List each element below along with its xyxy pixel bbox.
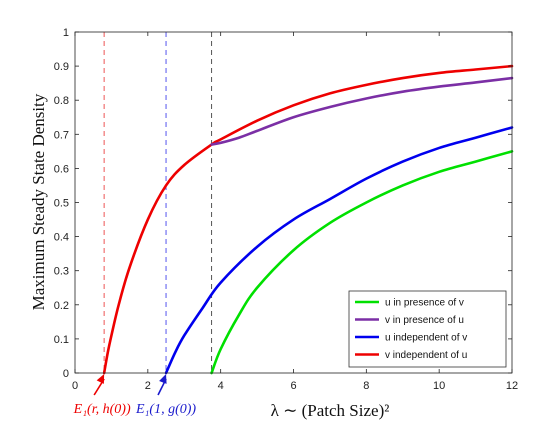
annotation-arrowhead [159, 374, 167, 384]
y-tick-label: 0.2 [54, 300, 69, 312]
y-tick-label: 0.1 [54, 334, 69, 346]
annotation-label: E₁(r, h(0)) [73, 402, 131, 417]
series-line-u-independent-of-v [164, 126, 514, 375]
legend-entry: v independent of u [385, 350, 467, 361]
y-tick-label: 0.4 [54, 232, 69, 244]
x-axis-label: λ ∼ (Patch Size)² [271, 401, 390, 420]
y-tick-label: 0.5 [54, 198, 69, 210]
x-tick-label: 6 [290, 380, 296, 392]
legend-entry: u in presence of v [385, 298, 464, 309]
y-tick-label: 1 [63, 27, 69, 39]
y-axis-label: Maximum Steady State Density [29, 93, 48, 310]
legend-entry: v in presence of u [385, 315, 464, 326]
annotations: E₁(r, h(0)) E₁(1, g(0)) [73, 374, 196, 417]
series-line-u-in-presence-of-v [210, 150, 514, 375]
legend: u in presence of v v in presence of u u in… [348, 290, 507, 368]
series-lines [102, 64, 514, 375]
y-tick-label: 0.6 [54, 163, 69, 175]
x-tick-label: 4 [218, 380, 224, 392]
y-tick-label: 0.8 [54, 95, 69, 107]
y-axis: 0 0.1 0.2 0.3 0.4 0.5 0.6 0.7 0.8 0.9 1 [54, 27, 512, 380]
reference-lines [103, 32, 213, 373]
x-tick-label: 0 [72, 380, 78, 392]
series-line-v-independent-of-u [102, 64, 514, 375]
x-axis: 0 2 4 6 8 10 12 [72, 32, 518, 392]
x-tick-label: 12 [506, 380, 518, 392]
annotation-arrowhead [96, 374, 105, 384]
x-tick-label: 8 [363, 380, 369, 392]
x-tick-label: 10 [433, 380, 445, 392]
y-tick-label: 0 [63, 368, 69, 380]
legend-entry: u independent of v [385, 333, 467, 344]
annotation-label: E₁(1, g(0)) [135, 402, 196, 417]
series-line-v-in-presence-of-u [210, 76, 514, 146]
y-tick-label: 0.9 [54, 61, 69, 73]
y-tick-label: 0.3 [54, 266, 69, 278]
x-tick-label: 2 [145, 380, 151, 392]
y-tick-label: 0.7 [54, 129, 69, 141]
